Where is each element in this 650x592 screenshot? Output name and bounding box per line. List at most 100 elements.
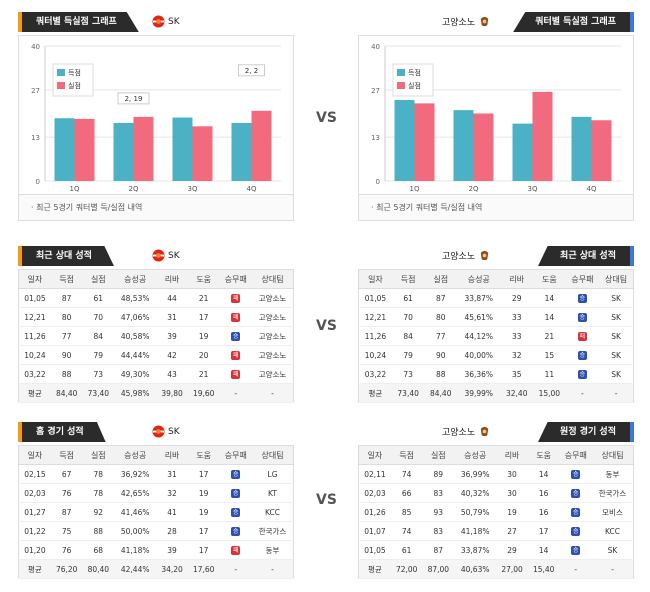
x-tick-label: 2Q — [129, 185, 139, 193]
annotation-label: 2, 19 — [125, 95, 143, 103]
table-row: 03,22 88 73 49,30% 43 21 패 고양소노 — [18, 364, 294, 384]
sk-logo-icon — [152, 425, 165, 438]
bar-conceded — [591, 120, 612, 181]
win-badge: 승 — [571, 508, 581, 517]
team-name: 고양소노 — [442, 18, 476, 28]
bar-score — [231, 122, 252, 181]
table-cell: 43 — [156, 364, 188, 384]
table-cell: 패 — [219, 288, 253, 308]
quarter-chart-right: 0 13 27 40 1Q 2Q 3Q 4Q 득점 실점 — [358, 35, 634, 195]
table-cell: 76 — [50, 483, 83, 503]
table-cell: 고양소노 — [252, 326, 294, 346]
table-cell: 80 — [424, 307, 458, 327]
column-header: 승성공 — [114, 269, 157, 289]
chart-note: · 최근 5경기 쿼터별 득/실점 내역 — [358, 195, 634, 221]
win-badge: 승 — [231, 489, 241, 498]
table-row: 11,26 77 84 40,58% 39 19 승 고양소노 — [18, 326, 294, 346]
table-cell: 16 — [527, 502, 560, 522]
table-cell: 73 — [82, 364, 115, 384]
table-cell: 79 — [82, 345, 115, 365]
win-badge: 승 — [577, 294, 587, 303]
table-cell: 02,15 — [18, 464, 51, 484]
table-cell: 승 — [559, 540, 593, 560]
table-cell: 48,53% — [114, 288, 157, 308]
recent-table-right: 일자 득점 실점 승성공 리바 도움 승무패 상대팀 01,05 61 87 33,87% 29 14 승 S… — [358, 269, 634, 403]
column-header: 일자 — [18, 269, 51, 289]
loss-badge: 패 — [231, 370, 241, 379]
table-cell: 16 — [527, 483, 560, 503]
table-row: 11,26 84 77 44,12% 33 21 패 SK — [358, 326, 634, 346]
table-cell: 61 — [390, 540, 423, 560]
quarter-header-right: 고양소노 쿼터별 득실점 그래프 — [358, 12, 634, 32]
table-cell: 승 — [565, 364, 600, 384]
table-cell: 35 — [500, 364, 534, 384]
team-name: 고양소노 — [442, 252, 476, 262]
team-label-left: SK — [152, 425, 180, 438]
table-cell: 02,03 — [358, 483, 391, 503]
table-cell: KCC — [252, 502, 294, 522]
quarter-chart-left: 0 13 27 40 1Q 2Q 3Q 4Q 득점 실점 2, 19 2, 2 — [18, 35, 294, 195]
table-row: 02,15 67 78 36,92% 31 17 승 LG — [18, 464, 294, 484]
table-cell: 70 — [82, 307, 115, 327]
legend-swatch — [57, 69, 65, 76]
x-tick-label: 4Q — [247, 185, 257, 193]
bar-conceded — [251, 110, 272, 181]
win-badge: 승 — [571, 546, 581, 555]
sk-logo-icon — [152, 249, 165, 262]
table-cell: 93 — [422, 502, 455, 522]
table-cell: 40,00% — [457, 345, 501, 365]
win-badge: 승 — [571, 489, 581, 498]
recent-table-left: 일자 득점 실점 승성공 리바 도움 승무패 상대팀 01,05 87 61 48,53% 44 21 패 고… — [18, 269, 294, 403]
team-name: SK — [168, 16, 180, 27]
table-row: 12,21 80 70 47,06% 31 17 패 고양소노 — [18, 307, 294, 327]
table-cell: KT — [252, 483, 294, 503]
legend-swatch — [397, 69, 405, 76]
table-cell: 고양소노 — [252, 288, 294, 308]
loss-badge: 패 — [577, 332, 587, 341]
bar-score — [54, 118, 75, 181]
table-cell: 03,22 — [358, 364, 392, 384]
column-header: 일자 — [358, 269, 392, 289]
average-cell: 15,00 — [533, 383, 566, 403]
table-row: 12,21 70 80 45,61% 33 14 승 SK — [358, 307, 634, 327]
legend-swatch — [57, 82, 65, 89]
table-cell: 12,21 — [358, 307, 392, 327]
table-cell: 17 — [187, 307, 220, 327]
column-header: 리바 — [156, 269, 188, 289]
average-cell: - — [252, 383, 294, 403]
table-cell: 승 — [565, 307, 600, 327]
table-cell: 12,21 — [18, 307, 51, 327]
x-tick-label: 3Q — [188, 185, 198, 193]
table-cell: 20 — [187, 345, 220, 365]
table-row: 01,27 87 92 41,46% 41 19 승 KCC — [18, 502, 294, 522]
home-table-left: 일자 득점 실점 승성공 리바 도움 승무패 상대팀 02,15 67 78 36,92% 31 17 승 L… — [18, 445, 294, 579]
column-header: 일자 — [358, 445, 391, 465]
table-row: 01,20 76 68 41,18% 39 17 패 동부 — [18, 540, 294, 560]
table-cell: 01,05 — [358, 540, 391, 560]
column-header: 실점 — [422, 445, 455, 465]
bar-score — [113, 122, 134, 181]
table-cell: 모비스 — [592, 502, 634, 522]
table-cell: 14 — [533, 288, 566, 308]
table-cell: 01,22 — [18, 521, 51, 541]
bar-conceded — [473, 113, 494, 181]
bar-score — [571, 116, 592, 181]
average-cell: 84,40 — [424, 383, 458, 403]
table-cell: 44,44% — [114, 345, 157, 365]
table-cell: 30 — [496, 483, 528, 503]
table-cell: 40,58% — [114, 326, 157, 346]
table-cell: 승 — [565, 288, 600, 308]
table-cell: SK — [599, 326, 634, 346]
table-cell: 41 — [156, 502, 188, 522]
away-header-right: 고양소노 원정 경기 성적 — [358, 422, 634, 442]
table-cell: 17 — [187, 464, 220, 484]
column-header: 리바 — [156, 445, 188, 465]
table-cell: 30 — [496, 464, 528, 484]
table-cell: 19 — [187, 326, 220, 346]
column-header: 도움 — [187, 269, 220, 289]
table-cell: 28 — [156, 521, 188, 541]
table-cell: 01,05 — [18, 288, 51, 308]
table-row: 01,26 85 93 50,79% 19 16 승 모비스 — [358, 502, 634, 522]
